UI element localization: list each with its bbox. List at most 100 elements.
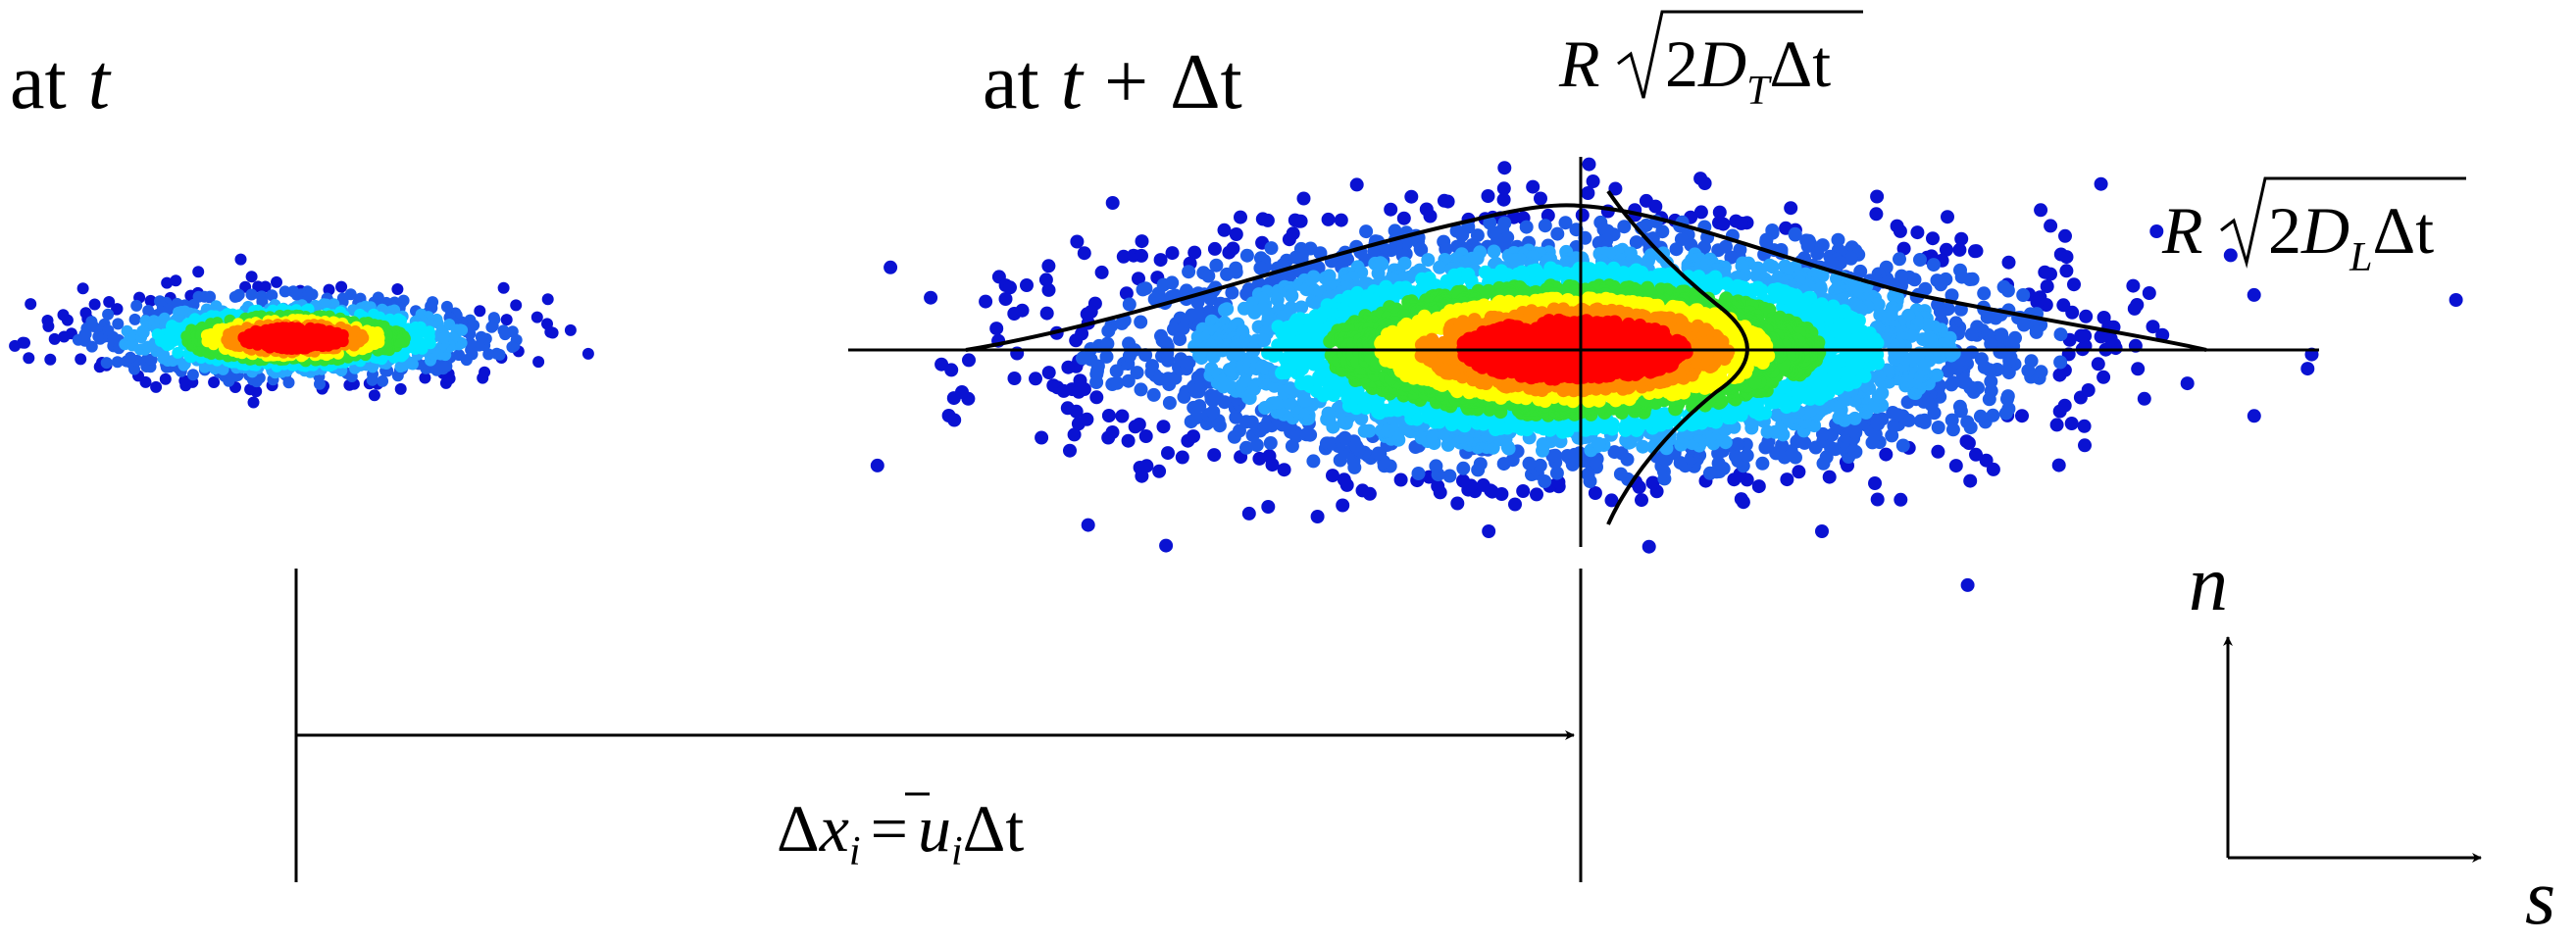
particle	[150, 380, 163, 393]
particle	[510, 299, 523, 312]
particle	[2096, 370, 2111, 384]
particle	[1926, 258, 1941, 273]
particle	[1077, 246, 1091, 261]
particle	[955, 385, 969, 399]
particle	[1716, 217, 1731, 231]
particle	[506, 341, 519, 353]
particle	[989, 322, 1004, 336]
particle	[1526, 179, 1541, 194]
particle	[1162, 396, 1177, 410]
particle	[1948, 459, 1963, 473]
particle	[2094, 176, 2108, 191]
particle	[1207, 448, 1222, 463]
particle	[1187, 245, 1202, 260]
particle	[1404, 189, 1419, 204]
particle	[500, 314, 513, 326]
particle	[1586, 174, 1600, 188]
particle	[111, 356, 124, 369]
particle	[203, 291, 216, 304]
particle	[1642, 539, 1656, 554]
particle	[564, 323, 577, 336]
particle	[1285, 288, 1299, 303]
particle	[1349, 177, 1364, 192]
particle	[2180, 376, 2195, 391]
particle	[178, 374, 191, 387]
particle	[1608, 181, 1623, 196]
particle	[581, 347, 594, 360]
particle	[1907, 273, 1922, 287]
particle	[1648, 199, 1663, 214]
particle	[1931, 421, 1945, 434]
particle	[1968, 244, 1982, 259]
particle	[1384, 202, 1398, 217]
particle	[1470, 251, 1485, 266]
particle	[1952, 242, 1967, 257]
particle	[2223, 248, 2238, 263]
particle	[145, 353, 157, 366]
particle	[530, 311, 543, 323]
particle	[1135, 248, 1148, 263]
particle	[1481, 189, 1495, 203]
particle	[1121, 433, 1136, 448]
particle	[1138, 281, 1153, 296]
particle	[1893, 223, 1907, 238]
particle	[1337, 472, 1351, 487]
particle	[1069, 404, 1084, 419]
particle	[1029, 372, 1042, 386]
particle	[1217, 223, 1232, 237]
particle	[1260, 213, 1275, 227]
particle	[482, 348, 495, 361]
particle	[532, 356, 545, 369]
particle	[2126, 278, 2141, 293]
particle	[1296, 191, 1311, 206]
particle	[962, 353, 976, 368]
particle	[1954, 231, 1969, 246]
particle	[1336, 498, 1350, 513]
particle	[76, 282, 89, 295]
particle	[1003, 280, 1017, 295]
particle	[1101, 409, 1116, 422]
particle	[271, 275, 282, 288]
particle	[1359, 224, 1374, 239]
particle	[1522, 456, 1537, 471]
particle	[1099, 349, 1114, 364]
particle	[170, 274, 182, 287]
particle	[103, 296, 116, 308]
particle	[1362, 423, 1377, 438]
particle	[256, 295, 269, 308]
particle	[100, 357, 113, 370]
particle	[1868, 476, 1882, 490]
particle	[259, 280, 272, 293]
particle	[1952, 399, 1967, 414]
particle	[998, 292, 1013, 306]
particle	[1201, 269, 1216, 283]
particle	[1894, 492, 1908, 507]
particle	[1755, 456, 1770, 471]
particle	[1161, 446, 1175, 461]
particle	[1869, 207, 1884, 222]
particle	[1977, 286, 1992, 301]
particle	[979, 294, 993, 309]
particle	[1007, 372, 1022, 385]
particle	[1497, 161, 1512, 175]
particle	[2059, 250, 2074, 265]
particle	[2078, 438, 2092, 453]
particle-cloud-at-t	[9, 253, 594, 409]
particle	[1139, 459, 1154, 473]
particle	[884, 260, 898, 274]
particle	[1986, 408, 2000, 422]
particle	[1187, 429, 1200, 444]
particle	[1433, 260, 1447, 274]
particle	[870, 458, 884, 472]
particle	[475, 330, 487, 343]
particle	[1693, 205, 1708, 220]
particle	[1261, 500, 1276, 514]
particle	[1538, 219, 1552, 233]
particle	[1160, 339, 1175, 354]
particle	[394, 382, 407, 395]
particle	[2030, 295, 2045, 310]
particle	[1429, 459, 1443, 473]
particle	[1423, 209, 1438, 223]
particle	[23, 352, 35, 365]
particle	[1411, 467, 1426, 480]
